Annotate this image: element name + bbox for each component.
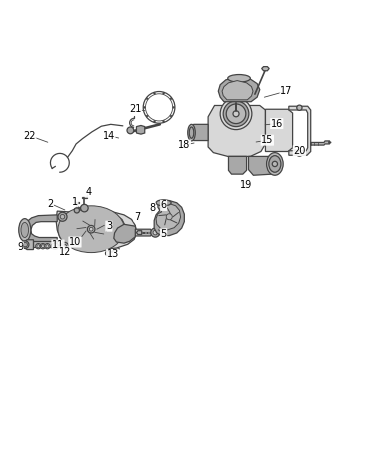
- Circle shape: [21, 241, 29, 248]
- Circle shape: [40, 244, 46, 249]
- Circle shape: [166, 214, 172, 220]
- Polygon shape: [135, 229, 152, 236]
- Circle shape: [81, 204, 88, 212]
- Circle shape: [170, 98, 172, 100]
- Circle shape: [297, 151, 302, 156]
- Circle shape: [297, 105, 302, 110]
- Ellipse shape: [21, 222, 28, 238]
- Circle shape: [58, 212, 67, 221]
- Text: 13: 13: [106, 249, 119, 259]
- Circle shape: [153, 230, 158, 235]
- Circle shape: [146, 115, 148, 117]
- Ellipse shape: [267, 152, 283, 175]
- Circle shape: [226, 104, 246, 124]
- Polygon shape: [191, 124, 208, 141]
- Circle shape: [106, 251, 110, 256]
- Circle shape: [89, 228, 93, 231]
- Circle shape: [223, 101, 249, 127]
- Text: 1: 1: [72, 197, 78, 207]
- Ellipse shape: [189, 127, 194, 138]
- Circle shape: [36, 244, 41, 249]
- Text: 5: 5: [160, 229, 167, 239]
- Circle shape: [41, 245, 44, 247]
- Circle shape: [63, 244, 66, 248]
- Ellipse shape: [228, 75, 250, 82]
- Polygon shape: [56, 210, 136, 249]
- Text: 20: 20: [293, 146, 306, 156]
- Circle shape: [127, 127, 134, 134]
- Text: 4: 4: [85, 187, 91, 197]
- Polygon shape: [23, 215, 57, 244]
- Circle shape: [163, 120, 165, 122]
- Polygon shape: [289, 106, 311, 155]
- Circle shape: [154, 120, 155, 122]
- Circle shape: [163, 93, 165, 95]
- Circle shape: [151, 228, 160, 237]
- Circle shape: [170, 115, 172, 117]
- Ellipse shape: [51, 243, 59, 249]
- Circle shape: [233, 111, 239, 117]
- Ellipse shape: [188, 124, 195, 141]
- Polygon shape: [82, 197, 87, 198]
- Polygon shape: [218, 77, 260, 102]
- Circle shape: [173, 106, 175, 108]
- Polygon shape: [75, 202, 79, 203]
- Circle shape: [154, 93, 155, 95]
- Circle shape: [146, 94, 173, 121]
- Polygon shape: [311, 141, 329, 145]
- Polygon shape: [222, 81, 253, 100]
- Ellipse shape: [269, 156, 281, 172]
- Polygon shape: [266, 109, 293, 152]
- Text: 17: 17: [280, 86, 292, 96]
- Text: 11: 11: [52, 240, 64, 250]
- Ellipse shape: [156, 200, 171, 206]
- Text: 14: 14: [103, 131, 115, 141]
- Polygon shape: [262, 66, 269, 71]
- Polygon shape: [249, 156, 276, 175]
- Polygon shape: [136, 125, 145, 134]
- Polygon shape: [33, 241, 57, 247]
- Text: 15: 15: [261, 135, 274, 145]
- Circle shape: [61, 242, 68, 250]
- Text: 9: 9: [17, 242, 23, 252]
- Text: 6: 6: [160, 200, 167, 210]
- Circle shape: [74, 208, 79, 213]
- Text: 2: 2: [47, 199, 54, 209]
- Text: 16: 16: [271, 119, 283, 129]
- Circle shape: [87, 226, 95, 233]
- Text: 18: 18: [178, 140, 190, 150]
- Circle shape: [146, 98, 148, 100]
- Polygon shape: [61, 212, 126, 246]
- Text: 10: 10: [69, 237, 81, 247]
- Circle shape: [143, 92, 175, 123]
- Polygon shape: [228, 156, 247, 174]
- Text: 12: 12: [59, 247, 71, 257]
- Circle shape: [272, 162, 277, 167]
- Polygon shape: [154, 200, 184, 236]
- Circle shape: [37, 245, 40, 247]
- Text: 7: 7: [134, 212, 140, 222]
- Polygon shape: [156, 204, 180, 230]
- Ellipse shape: [19, 218, 31, 241]
- Circle shape: [143, 106, 145, 108]
- Circle shape: [220, 98, 252, 130]
- Circle shape: [23, 242, 27, 247]
- Text: 21: 21: [129, 104, 141, 114]
- Text: 19: 19: [240, 180, 252, 190]
- Circle shape: [45, 244, 50, 249]
- Text: 3: 3: [106, 221, 112, 231]
- Polygon shape: [329, 141, 331, 143]
- Circle shape: [60, 215, 65, 219]
- Polygon shape: [23, 240, 33, 249]
- Circle shape: [46, 245, 49, 247]
- Polygon shape: [208, 105, 266, 156]
- Text: 22: 22: [24, 131, 36, 141]
- Text: 8: 8: [149, 203, 155, 213]
- Polygon shape: [114, 224, 136, 243]
- Polygon shape: [136, 231, 142, 235]
- Ellipse shape: [58, 206, 124, 253]
